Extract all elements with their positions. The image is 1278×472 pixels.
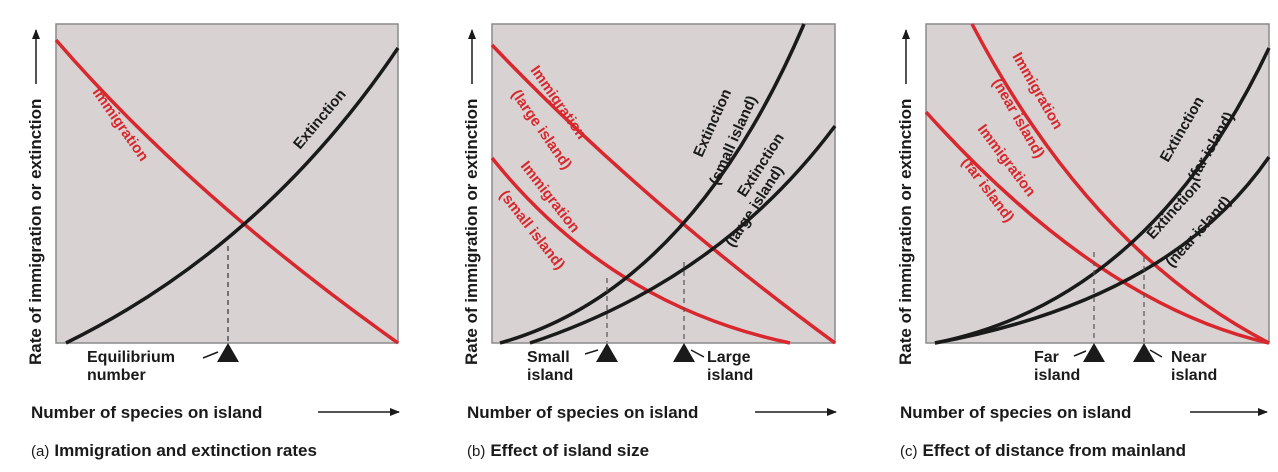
equilibrium-triangle-icon — [217, 343, 239, 362]
panel-b: Small island Large island Immigration (l… — [462, 23, 837, 460]
panel-a: Equilibrium number Immigration Extinctio… — [26, 23, 400, 460]
extinction-large-curve — [529, 124, 837, 345]
y-axis-label-b: Rate of immigration or extinction — [462, 99, 481, 365]
leader-line-large — [690, 349, 705, 358]
near-island-triangle-icon — [1133, 343, 1155, 362]
small-island-label-line2: island — [527, 367, 573, 384]
immigration-far-curve — [924, 110, 1270, 345]
caption-text-a: Immigration and extinction rates — [54, 441, 317, 460]
leader-line-small — [584, 349, 599, 355]
caption-letter-c: (c) — [900, 443, 918, 460]
immigration-curve-a — [54, 38, 400, 345]
equilibrium-label-line2: number — [87, 367, 146, 384]
large-island-triangle-icon — [673, 343, 695, 362]
near-island-label-line2: island — [1171, 367, 1217, 384]
extinction-small-curve — [499, 23, 806, 345]
small-island-label-line1: Small — [527, 349, 570, 366]
plot-area-c — [925, 23, 1270, 344]
x-axis-label-b: Number of species on island — [467, 403, 698, 422]
immigration-near-curve — [970, 23, 1270, 345]
caption-text-b: Effect of island size — [490, 441, 649, 460]
caption-b: (b) Effect of island size — [467, 441, 649, 460]
extinction-near-curve — [934, 156, 1271, 345]
plot-area-a — [55, 23, 399, 344]
extinction-far-curve — [934, 47, 1271, 345]
leader-line-a — [202, 351, 219, 359]
caption-letter-b: (b) — [467, 443, 485, 460]
leader-line-far — [1073, 350, 1087, 357]
x-axis-label-a: Number of species on island — [31, 403, 262, 422]
caption-c: (c) Effect of distance from mainland — [900, 441, 1186, 460]
small-island-triangle-icon — [596, 343, 618, 362]
far-island-triangle-icon — [1083, 343, 1105, 362]
y-axis-label-a: Rate of immigration or extinction — [26, 99, 45, 365]
x-axis-label-c: Number of species on island — [900, 403, 1131, 422]
equilibrium-label-line1: Equilibrium — [87, 349, 175, 366]
large-island-label-line2: island — [707, 367, 753, 384]
far-island-label-line2: island — [1034, 367, 1080, 384]
extinction-curve-a — [65, 47, 400, 345]
caption-text-c: Effect of distance from mainland — [923, 441, 1187, 460]
large-island-label-line1: Large — [707, 349, 751, 366]
y-axis-label-c: Rate of immigration or extinction — [896, 99, 915, 365]
caption-a: (a) Immigration and extinction rates — [31, 441, 317, 460]
immigration-large-curve — [490, 43, 837, 345]
near-island-label-line1: Near — [1171, 349, 1207, 366]
far-island-label-line1: Far — [1034, 349, 1059, 366]
panel-c: Far island Near island Immigration (near… — [896, 23, 1271, 460]
leader-line-near — [1149, 349, 1163, 358]
caption-letter-a: (a) — [31, 443, 49, 460]
